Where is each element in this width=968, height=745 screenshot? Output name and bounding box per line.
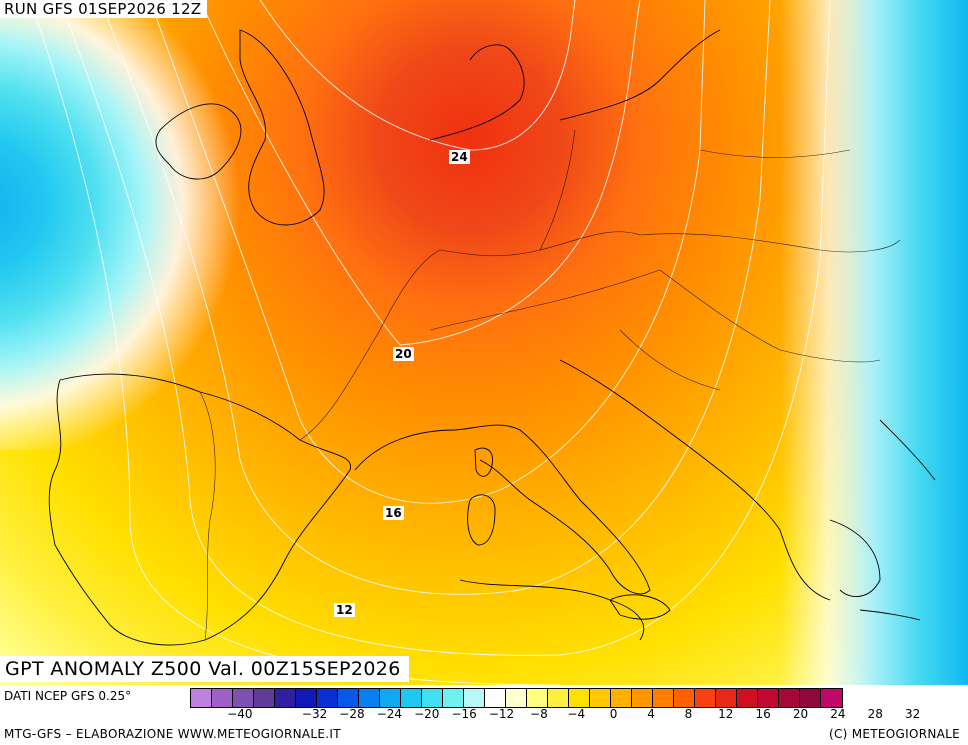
colorbar-swatch <box>716 689 737 707</box>
colorbar-tick-label: −4 <box>567 707 586 721</box>
coastlines <box>48 29 936 646</box>
colorbar-swatch <box>695 689 716 707</box>
colorbar-swatch <box>254 689 275 707</box>
colorbar-swatch <box>569 689 590 707</box>
colorbar-swatch <box>296 689 317 707</box>
colorbar-swatch <box>506 689 527 707</box>
contour-label-12: 12 <box>334 603 355 617</box>
colorbar-swatch <box>401 689 422 707</box>
contour-label-16: 16 <box>383 506 404 520</box>
colorbar-swatch <box>779 689 800 707</box>
colorbar-tick-label: −16 <box>451 707 477 721</box>
map-title: GPT ANOMALY Z500 Val. 00Z15SEP2026 <box>0 656 409 682</box>
data-source: DATI NCEP GFS 0.25° <box>4 689 132 703</box>
colorbar-tick-label: 12 <box>718 707 734 721</box>
colorbar-swatch <box>737 689 758 707</box>
colorbar-swatch <box>359 689 380 707</box>
colorbar-tick-label: 20 <box>792 707 809 721</box>
colorbar-swatch <box>758 689 779 707</box>
colorbar-tick-label: 28 <box>867 707 883 721</box>
colorbar-tick-label: 4 <box>647 707 655 721</box>
colorbar-tick-label: 16 <box>755 707 771 721</box>
colorbar-swatch <box>674 689 695 707</box>
colorbar-swatch <box>380 689 401 707</box>
colorbar-tick-label: −28 <box>339 707 365 721</box>
cool-anomaly-east <box>780 0 968 685</box>
colorbar-tick-label: −40 <box>227 707 253 721</box>
colorbar-swatch <box>611 689 632 707</box>
colorbar-swatch <box>275 689 296 707</box>
colorbar-swatch <box>464 689 485 707</box>
colorbar-swatch <box>443 689 464 707</box>
borders <box>199 129 901 641</box>
colorbar-swatch <box>800 689 821 707</box>
colorbar-tick-label: −32 <box>301 707 328 721</box>
colorbar-tick-label: 8 <box>684 707 693 721</box>
anomaly-field <box>0 0 968 685</box>
anomaly-map: RUN GFS 01SEP2026 12Z 24 20 16 12 GPT AN… <box>0 0 968 685</box>
credit-left: MTG-GFS – ELABORAZIONE WWW.METEOGIORNALE… <box>4 727 341 741</box>
colorbar-swatch <box>527 689 548 707</box>
colorbar-tick-label: −20 <box>414 707 440 721</box>
colorbar-swatch <box>338 689 359 707</box>
colorbar-swatch <box>233 689 254 707</box>
colorbar-swatch <box>317 689 338 707</box>
colorbar-swatch <box>548 689 569 707</box>
colorbar-swatch <box>485 689 506 707</box>
colorbar-swatch <box>590 689 611 707</box>
credit-right: (C) METEOGIORNALE <box>828 727 960 741</box>
contour-label-24: 24 <box>449 150 470 164</box>
colorbar-swatch <box>191 689 212 707</box>
colorbar <box>190 688 843 708</box>
colorbar-tick-label: −8 <box>530 707 548 721</box>
colorbar-tick-label: −12 <box>488 707 515 721</box>
colorbar-swatch <box>212 689 233 707</box>
cool-anomaly-west <box>0 0 300 450</box>
colorbar-swatch <box>422 689 443 707</box>
colorbar-tick-label: 32 <box>905 707 921 721</box>
colorbar-tick-label: −24 <box>376 707 403 721</box>
colorbar-tick-label: 24 <box>830 707 846 721</box>
colorbar-swatch <box>821 689 842 707</box>
colorbar-ticks: −40 −32 −28 −24 −20 −16 −12 −8 −4 0 4 8 12 16 20 24 28 32… <box>190 707 968 723</box>
colorbar-swatch <box>632 689 653 707</box>
run-label: RUN GFS 01SEP2026 12Z <box>0 0 208 18</box>
colorbar-swatch <box>653 689 674 707</box>
contour-label-20: 20 <box>393 347 414 361</box>
colorbar-tick-label: 0 <box>609 707 618 721</box>
